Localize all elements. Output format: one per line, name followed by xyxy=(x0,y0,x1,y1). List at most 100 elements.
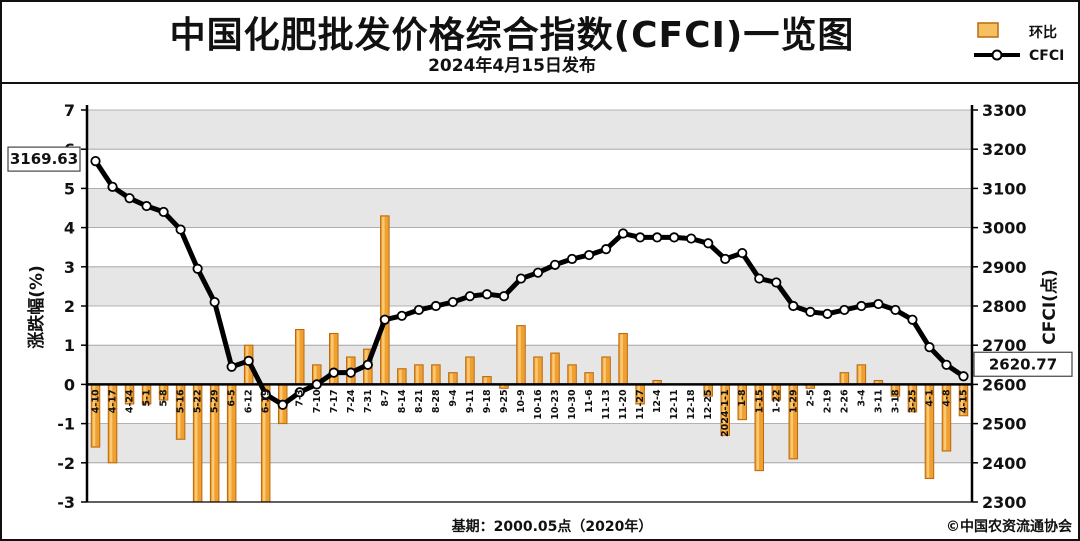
bar-highlight xyxy=(126,385,130,403)
x-tick-label: 10-16 xyxy=(533,389,544,420)
bar-highlight xyxy=(484,377,487,384)
bar-highlight xyxy=(552,354,555,384)
bar-series xyxy=(90,215,969,503)
grid-band xyxy=(87,345,972,385)
bar xyxy=(414,364,424,385)
bar-highlight xyxy=(92,385,96,447)
x-tick-label: 6-19 xyxy=(261,389,272,413)
x-tick-label: 2024-1-1 xyxy=(720,389,731,437)
bar xyxy=(584,372,594,385)
x-tick-label: 4-8 xyxy=(941,389,952,407)
left-axis-title: 涨跌幅(%) xyxy=(26,265,47,349)
copyright-note: ©中国农资流通协会 xyxy=(946,519,1072,535)
right-axis-ticks: 3300 3200 3100 3000 2900 2800 2700 2600 2500 2400… xyxy=(972,101,1027,512)
right-tick-label: 3000 xyxy=(982,219,1027,238)
cfci-point xyxy=(788,300,799,312)
bar-body xyxy=(380,215,390,385)
grid-band xyxy=(87,423,972,463)
bar xyxy=(601,356,611,385)
cfci-point xyxy=(277,399,288,410)
right-tick-label: 2900 xyxy=(982,258,1027,277)
x-tick-label: 7-24 xyxy=(346,389,357,413)
bar-body xyxy=(567,364,577,385)
cfci-point xyxy=(771,277,782,288)
x-tick-label: 7-31 xyxy=(363,389,374,413)
bar-highlight xyxy=(416,365,419,384)
left-tick-label: 2 xyxy=(64,297,75,316)
cfci-point xyxy=(652,232,663,243)
right-axis-title: CFCI(点) xyxy=(1039,269,1060,344)
bar-highlight xyxy=(143,385,147,403)
x-tick-label: 10-30 xyxy=(567,389,578,420)
x-tick-label: 11-6 xyxy=(584,389,595,413)
cfci-point xyxy=(618,228,629,239)
left-tick-label: 7 xyxy=(64,101,75,120)
bar-highlight xyxy=(314,365,317,384)
x-tick-label: 12-11 xyxy=(669,389,680,419)
x-tick-label: 12-4 xyxy=(652,389,663,413)
last-value-callout: 2620.77 xyxy=(973,351,1073,377)
bar-body xyxy=(618,332,628,385)
bar-highlight xyxy=(637,385,640,403)
x-tick-label: 8-21 xyxy=(414,389,425,413)
x-tick-label: 9-4 xyxy=(448,389,459,407)
x-tick-label: 1-29 xyxy=(788,389,799,413)
cfci-point xyxy=(328,367,339,378)
bar xyxy=(431,364,441,385)
bar-highlight xyxy=(177,385,181,439)
callout-box xyxy=(7,146,81,172)
header: 中国化肥批发价格综合指数(CFCI)一览图 2024年4月15日发布 环比 CF… xyxy=(2,2,1078,84)
grid-band xyxy=(87,149,972,189)
bar-highlight xyxy=(467,357,470,384)
bar-highlight xyxy=(262,385,266,501)
cfci-point xyxy=(141,200,152,212)
legend-line-label: CFCI xyxy=(1029,48,1065,64)
x-tick-label: 11-13 xyxy=(601,389,612,419)
callout-box xyxy=(973,351,1073,377)
grid-band xyxy=(87,110,972,150)
x-tick-label: 10-23 xyxy=(550,389,561,419)
bar xyxy=(516,325,526,385)
bar-highlight xyxy=(518,326,521,384)
bar-body xyxy=(448,372,458,385)
bar-body xyxy=(397,368,407,385)
bar-highlight xyxy=(705,385,708,396)
bar xyxy=(397,368,407,385)
cfci-point xyxy=(124,193,135,204)
right-tick-label: 2400 xyxy=(982,454,1027,473)
cfci-point xyxy=(464,291,476,302)
grid-band xyxy=(87,266,972,306)
x-tick-label: 2-5 xyxy=(805,389,816,406)
cfci-point xyxy=(686,233,697,244)
left-tick-label: 0 xyxy=(64,375,75,394)
grid-band xyxy=(87,462,972,502)
left-axis-ticks: 76543210-1-2-3 xyxy=(57,101,87,512)
right-tick-label: 2800 xyxy=(982,297,1027,316)
cfci-point xyxy=(669,232,680,243)
bar-highlight xyxy=(382,216,385,384)
cfci-point xyxy=(90,156,101,167)
x-tick-label: 9-25 xyxy=(499,389,510,413)
cfci-point xyxy=(822,308,833,319)
cfci-point xyxy=(362,359,373,370)
bar-body xyxy=(465,356,475,385)
bar-highlight xyxy=(620,334,623,384)
bar-highlight xyxy=(399,369,402,384)
bar-body xyxy=(294,329,305,385)
left-tick-label: -3 xyxy=(57,493,75,512)
cfci-point xyxy=(209,296,220,308)
bar xyxy=(448,372,458,385)
cfci-point xyxy=(311,379,322,390)
bar-highlight xyxy=(569,365,572,384)
bar xyxy=(856,364,867,385)
x-tick-label: 3-11 xyxy=(873,389,884,413)
bar xyxy=(550,352,560,385)
x-tick-label: 11-27 xyxy=(635,389,646,419)
chart-title: 中国化肥批发价格综合指数(CFCI)一览图 xyxy=(169,15,855,56)
legend-bar-swatch xyxy=(977,22,999,38)
x-tick-label: 7-10 xyxy=(312,389,323,413)
right-tick-label: 2600 xyxy=(982,375,1027,394)
right-tick-label: 2500 xyxy=(982,415,1027,434)
bar xyxy=(839,372,850,385)
